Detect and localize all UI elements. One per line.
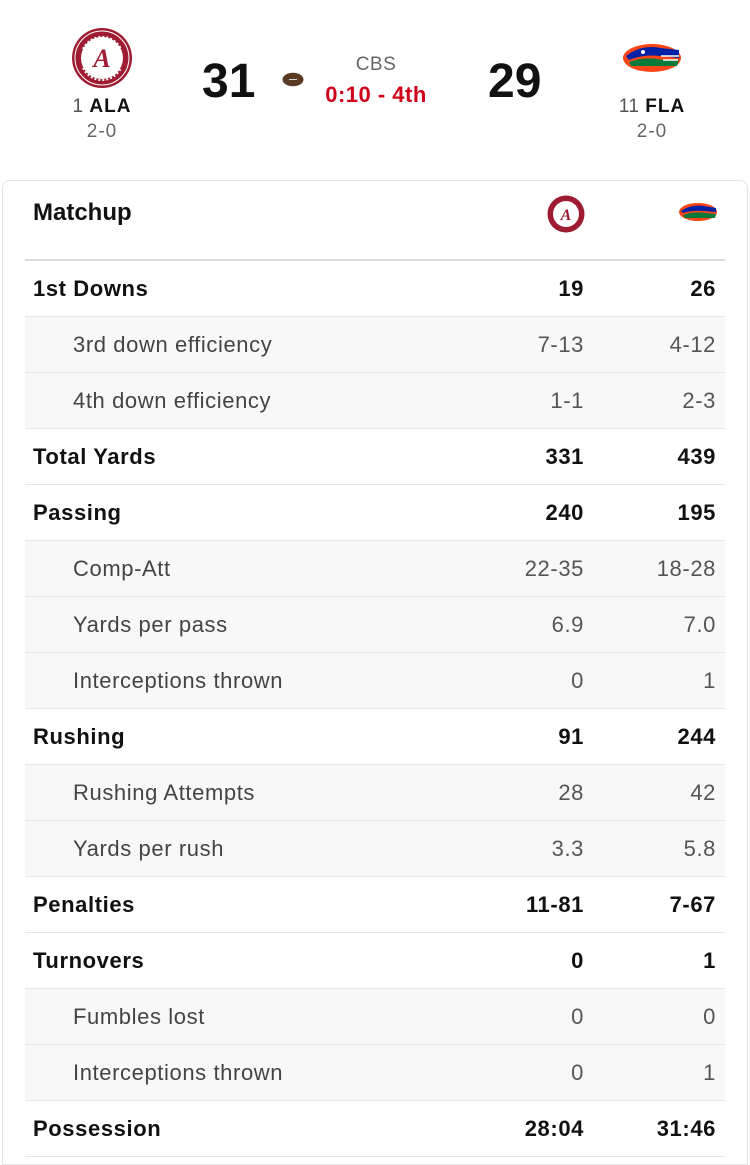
stat-home-value: 1-1 <box>550 388 584 413</box>
game-status: CBS 0:10 - 4th <box>300 54 452 108</box>
matchup-title: Matchup <box>33 199 132 226</box>
stat-row: Possession 28:04 31:46 <box>25 1101 725 1157</box>
stat-row: Interceptions thrown 0 1 <box>25 1045 725 1101</box>
stat-label: Possession <box>33 1116 162 1141</box>
stat-away-value: 439 <box>677 444 716 469</box>
stat-home-value: 22-35 <box>524 556 584 581</box>
stat-row: Rushing 91 244 <box>25 709 725 765</box>
away-score: 29 <box>488 55 542 108</box>
stat-away-value: 1 <box>703 1060 716 1085</box>
stat-label: Comp-Att <box>73 556 171 581</box>
home-rank: 1 <box>72 96 84 117</box>
stat-home-value: 28:04 <box>524 1116 584 1141</box>
stat-away-value: 18-28 <box>656 556 716 581</box>
stat-home-value: 11-81 <box>525 892 584 917</box>
stat-home-value: 28 <box>558 780 584 805</box>
home-record: 2-0 <box>86 121 118 142</box>
stat-home-value: 7-13 <box>537 332 584 357</box>
florida-gator-logo-icon <box>679 203 717 221</box>
home-abbr: ALA <box>89 96 132 117</box>
stat-away-value: 0 <box>703 1004 716 1029</box>
stat-label: 3rd down efficiency <box>73 332 273 357</box>
svg-text:A: A <box>91 44 110 73</box>
stat-label: Total Yards <box>33 444 157 469</box>
scoreboard-header: A 1 ALA 2-0 31 CBS 0:10 - 4th 29 <box>0 0 750 180</box>
alabama-logo-icon: A <box>70 26 134 90</box>
stat-home-value: 0 <box>571 1004 584 1029</box>
stat-label: Fumbles lost <box>73 1004 205 1029</box>
stat-row: 4th down efficiency 1-1 2-3 <box>25 373 725 429</box>
stat-away-value: 244 <box>677 724 716 749</box>
stat-away-value: 2-3 <box>682 388 716 413</box>
stat-home-value: 0 <box>571 668 584 693</box>
stat-row: Yards per pass 6.9 7.0 <box>25 597 725 653</box>
stat-label: Penalties <box>33 892 136 917</box>
away-abbr: FLA <box>645 96 686 117</box>
stat-away-value: 42 <box>690 780 716 805</box>
stat-home-value: 240 <box>545 500 584 525</box>
home-score: 31 <box>202 55 256 108</box>
stat-row: Total Yards 331 439 <box>25 429 725 485</box>
florida-gator-logo-icon <box>620 26 684 90</box>
stat-label: Interceptions thrown <box>73 668 284 693</box>
stat-home-value: 3.3 <box>551 836 584 861</box>
matchup-header: Matchup A <box>25 181 725 261</box>
alabama-logo-icon: A <box>547 195 585 233</box>
stat-row: Fumbles lost 0 0 <box>25 989 725 1045</box>
away-record: 2-0 <box>636 121 668 142</box>
stat-away-value: 31:46 <box>656 1116 716 1141</box>
stat-label: 1st Downs <box>33 276 149 301</box>
tv-network: CBS <box>355 54 397 75</box>
away-rank: 11 <box>618 96 640 117</box>
stat-row: Turnovers 0 1 <box>25 933 725 989</box>
stats-table: 1st Downs 19 26 3rd down efficiency 7-13 4-12… <box>25 261 725 1157</box>
stat-home-value: 6.9 <box>551 612 584 637</box>
stat-label: Rushing Attempts <box>73 780 256 805</box>
stat-label: Yards per pass <box>73 612 228 637</box>
home-team[interactable]: A 1 ALA 2-0 <box>42 26 162 143</box>
stat-label: Interceptions thrown <box>73 1060 284 1085</box>
stat-row: Passing 240 195 <box>25 485 725 541</box>
stat-home-value: 0 <box>571 1060 584 1085</box>
stat-label: Yards per rush <box>73 836 225 861</box>
stat-away-value: 1 <box>703 948 716 973</box>
stat-home-value: 0 <box>571 948 584 973</box>
stat-home-value: 91 <box>558 724 584 749</box>
stat-label: 4th down efficiency <box>73 388 272 413</box>
away-team[interactable]: 11 FLA 2-0 <box>592 26 712 143</box>
stat-label: Turnovers <box>33 948 145 973</box>
stat-row: Penalties 11-81 7-67 <box>25 877 725 933</box>
stat-away-value: 1 <box>703 668 716 693</box>
stat-row: 1st Downs 19 26 <box>25 261 725 317</box>
stat-away-value: 7.0 <box>683 612 716 637</box>
matchup-card: Matchup A 1st Downs 19 26 3rd down efficien… <box>2 180 748 1165</box>
stat-away-value: 195 <box>677 500 716 525</box>
stat-home-value: 331 <box>545 444 584 469</box>
stat-home-value: 19 <box>558 276 584 301</box>
stat-label: Passing <box>33 500 122 525</box>
stat-away-value: 7-67 <box>669 892 716 917</box>
stat-row: Interceptions thrown 0 1 <box>25 653 725 709</box>
svg-text:A: A <box>560 207 572 224</box>
football-icon <box>282 72 304 87</box>
stat-away-value: 26 <box>690 276 716 301</box>
stat-away-value: 5.8 <box>683 836 716 861</box>
stat-label: Rushing <box>33 724 126 749</box>
stat-away-value: 4-12 <box>669 332 716 357</box>
stat-row: Comp-Att 22-35 18-28 <box>25 541 725 597</box>
game-clock: 0:10 - 4th <box>325 82 427 107</box>
stat-row: Yards per rush 3.3 5.8 <box>25 821 725 877</box>
stat-row: 3rd down efficiency 7-13 4-12 <box>25 317 725 373</box>
stat-row: Rushing Attempts 28 42 <box>25 765 725 821</box>
